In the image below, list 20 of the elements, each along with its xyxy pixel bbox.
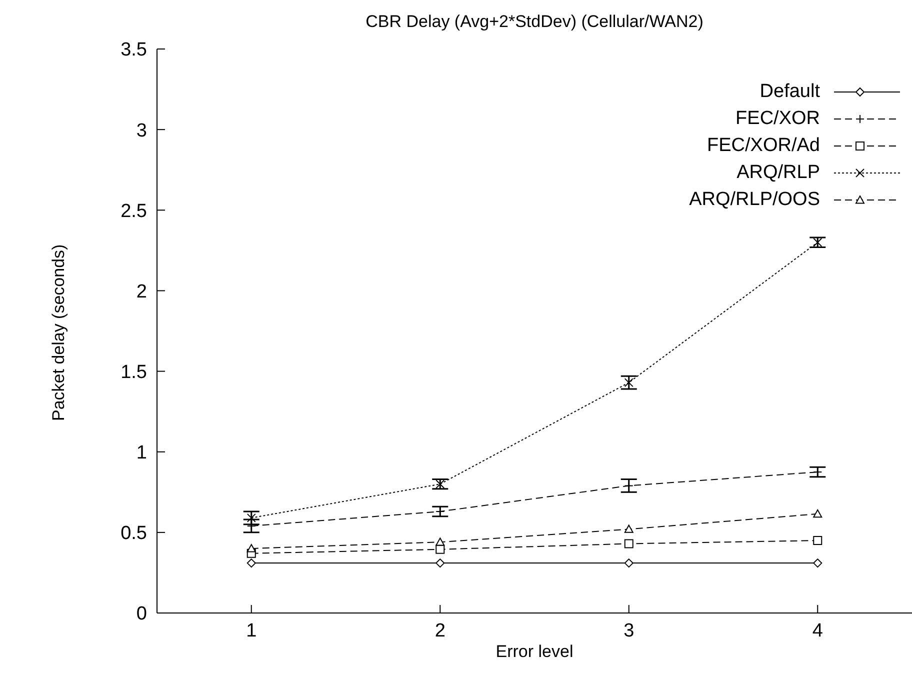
y-tick-label: 1 xyxy=(136,442,147,464)
y-tick-label: 3.5 xyxy=(120,40,147,61)
y-tick-label: 3 xyxy=(136,120,147,142)
x-axis-title: Error level xyxy=(496,642,574,661)
y-tick-label: 2 xyxy=(136,281,147,302)
y-axis-title: Packet delay (seconds) xyxy=(49,244,68,421)
legend-label: ARQ/RLP xyxy=(736,162,820,184)
y-tick-label: 1.5 xyxy=(120,362,147,384)
x-tick-label: 3 xyxy=(624,620,634,642)
legend-label: FEC/XOR/Ad xyxy=(707,134,820,156)
y-tick-label: 0.5 xyxy=(120,523,147,544)
legend-label: FEC/XOR xyxy=(736,108,820,130)
legend-label: Default xyxy=(760,80,820,102)
x-tick-label: 1 xyxy=(246,620,257,642)
legend-label: ARQ/RLP/OOS xyxy=(689,188,820,210)
chart-title: CBR Delay (Avg+2*StdDev) (Cellular/WAN2) xyxy=(364,12,704,32)
y-tick-label: 2.5 xyxy=(120,200,147,222)
x-tick-label: 4 xyxy=(812,620,824,642)
x-tick-label: 2 xyxy=(434,620,446,642)
y-tick-label: 0 xyxy=(136,604,147,625)
